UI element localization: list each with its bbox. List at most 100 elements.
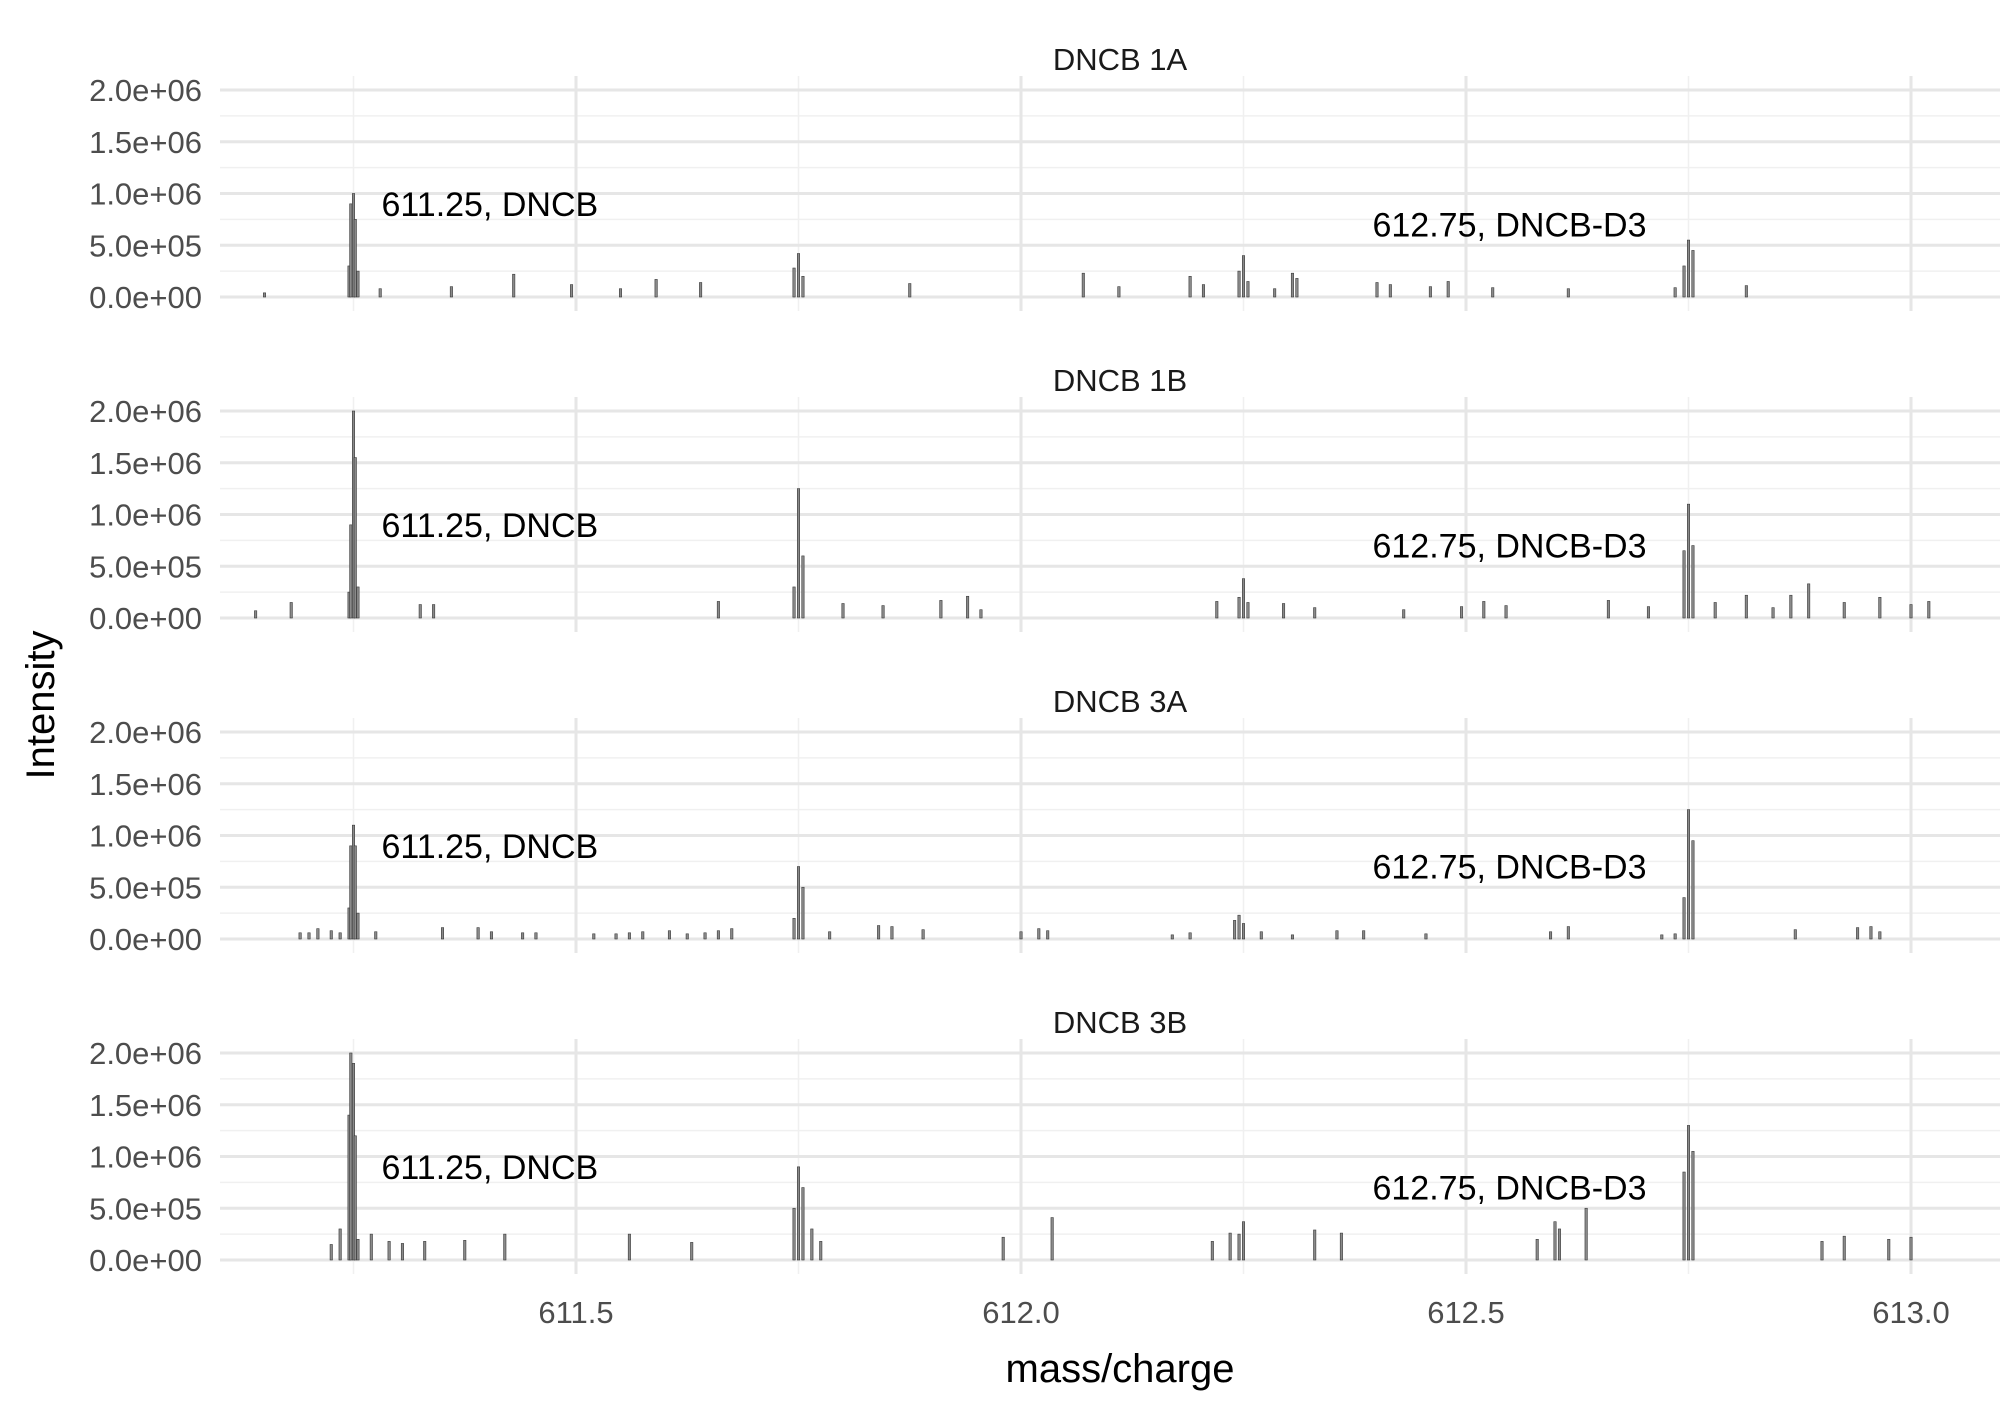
peak-bar — [1215, 601, 1219, 619]
x-tick-label: 613.0 — [1872, 1295, 1950, 1330]
peak-annotation: 611.25, DNCB — [382, 186, 599, 224]
peak-bar — [841, 603, 845, 619]
x-axis-title: mass/charge — [1006, 1347, 1235, 1391]
peak-bar — [1687, 1125, 1691, 1261]
peak-bar — [353, 457, 357, 619]
peak-bar — [939, 600, 943, 619]
peak-bar — [400, 1243, 404, 1261]
peak-bar — [1887, 1239, 1891, 1261]
peak-bar — [1807, 583, 1811, 619]
y-tick-label: 1.5e+06 — [89, 446, 202, 481]
peak-bar — [1842, 602, 1846, 619]
peak-bar — [353, 219, 357, 298]
peak-bar — [1335, 930, 1339, 940]
peak-bar — [349, 203, 353, 298]
panel-strip-label: DNCB 1A — [1053, 42, 1188, 77]
peak-bar — [801, 555, 805, 619]
peak-bar — [1682, 897, 1686, 940]
peak-bar — [1482, 601, 1486, 619]
peak-bar — [1046, 930, 1050, 940]
y-tick-label: 1.0e+06 — [89, 1140, 202, 1175]
peak-bar — [966, 595, 970, 619]
peak-bar — [1909, 1236, 1913, 1261]
y-tick-label: 0.0e+00 — [89, 280, 202, 315]
peak-bar — [449, 286, 453, 298]
peak-bar — [1188, 932, 1192, 940]
peak-bar — [1691, 1151, 1695, 1261]
peak-bar — [353, 1135, 357, 1261]
peak-bar — [432, 604, 436, 619]
peak-bar — [1673, 287, 1677, 298]
peak-bar — [1927, 601, 1931, 619]
peak-bar — [1210, 1241, 1214, 1261]
peak-bar — [801, 886, 805, 940]
peak-bar — [654, 279, 658, 298]
peak-bar — [262, 292, 266, 298]
peak-bar — [1557, 1228, 1561, 1261]
peak-bar — [685, 933, 689, 940]
peak-bar — [1856, 927, 1860, 940]
peak-bar — [1362, 930, 1366, 940]
peak-annotation: 612.75, DNCB-D3 — [1372, 528, 1646, 566]
peak-bar — [1050, 1217, 1054, 1261]
x-tick-label: 611.5 — [538, 1295, 613, 1330]
peak-bar — [1789, 594, 1793, 619]
peak-bar — [521, 932, 525, 940]
peak-bar — [1878, 596, 1882, 619]
peak-bar — [1237, 914, 1241, 940]
peak-bar — [534, 932, 538, 940]
peak-bar — [338, 932, 342, 940]
peak-bar — [592, 933, 596, 940]
peak-bar — [1682, 550, 1686, 619]
y-tick-label: 0.0e+00 — [89, 922, 202, 957]
peak-bar — [1242, 923, 1246, 940]
peak-bar — [1682, 265, 1686, 298]
peak-bar — [1535, 1239, 1539, 1261]
peak-bar — [796, 253, 800, 298]
peak-bar — [881, 605, 885, 619]
y-tick-label: 1.0e+06 — [89, 498, 202, 533]
peak-bar — [1682, 1171, 1686, 1261]
peak-bar — [329, 930, 333, 940]
peak-bar — [908, 283, 912, 298]
peak-bar — [254, 610, 258, 619]
peak-bar — [1793, 929, 1797, 940]
peak-bar — [423, 1241, 427, 1261]
panel-strip-label: DNCB 3B — [1053, 1005, 1187, 1040]
peak-bar — [1491, 287, 1495, 298]
panel-strip-label: DNCB 3A — [1053, 684, 1188, 719]
peak-bar — [979, 609, 983, 619]
y-tick-label: 2.0e+06 — [89, 715, 202, 750]
y-tick-label: 1.0e+06 — [89, 177, 202, 212]
peak-bar — [1246, 602, 1250, 619]
peak-bar — [1237, 270, 1241, 298]
peak-bar — [356, 1239, 360, 1261]
peak-bar — [1842, 1235, 1846, 1261]
peak-bar — [356, 586, 360, 619]
peak-bar — [1402, 609, 1406, 619]
peak-bar — [349, 1052, 353, 1261]
peak-bar — [1460, 606, 1464, 619]
peak-bar — [349, 524, 353, 619]
peak-bar — [1909, 604, 1913, 619]
peak-bar — [1691, 545, 1695, 619]
peak-bar — [1428, 286, 1432, 298]
peak-bar — [1259, 931, 1263, 940]
peak-bar — [1375, 282, 1379, 298]
peak-bar — [1566, 926, 1570, 940]
peak-bar — [792, 917, 796, 940]
y-tick-label: 0.0e+00 — [89, 601, 202, 636]
peak-bar — [489, 931, 493, 940]
peak-annotation: 612.75, DNCB-D3 — [1372, 1170, 1646, 1208]
peak-bar — [1228, 1232, 1232, 1261]
peak-bar — [627, 1233, 631, 1261]
peak-bar — [801, 275, 805, 298]
peak-bar — [810, 1228, 814, 1261]
peak-bar — [690, 1242, 694, 1261]
peak-bar — [1566, 288, 1570, 298]
peak-bar — [307, 932, 311, 940]
peak-annotation: 612.75, DNCB-D3 — [1372, 207, 1646, 245]
peak-bar — [1691, 250, 1695, 298]
peak-annotation: 611.25, DNCB — [382, 1149, 599, 1187]
